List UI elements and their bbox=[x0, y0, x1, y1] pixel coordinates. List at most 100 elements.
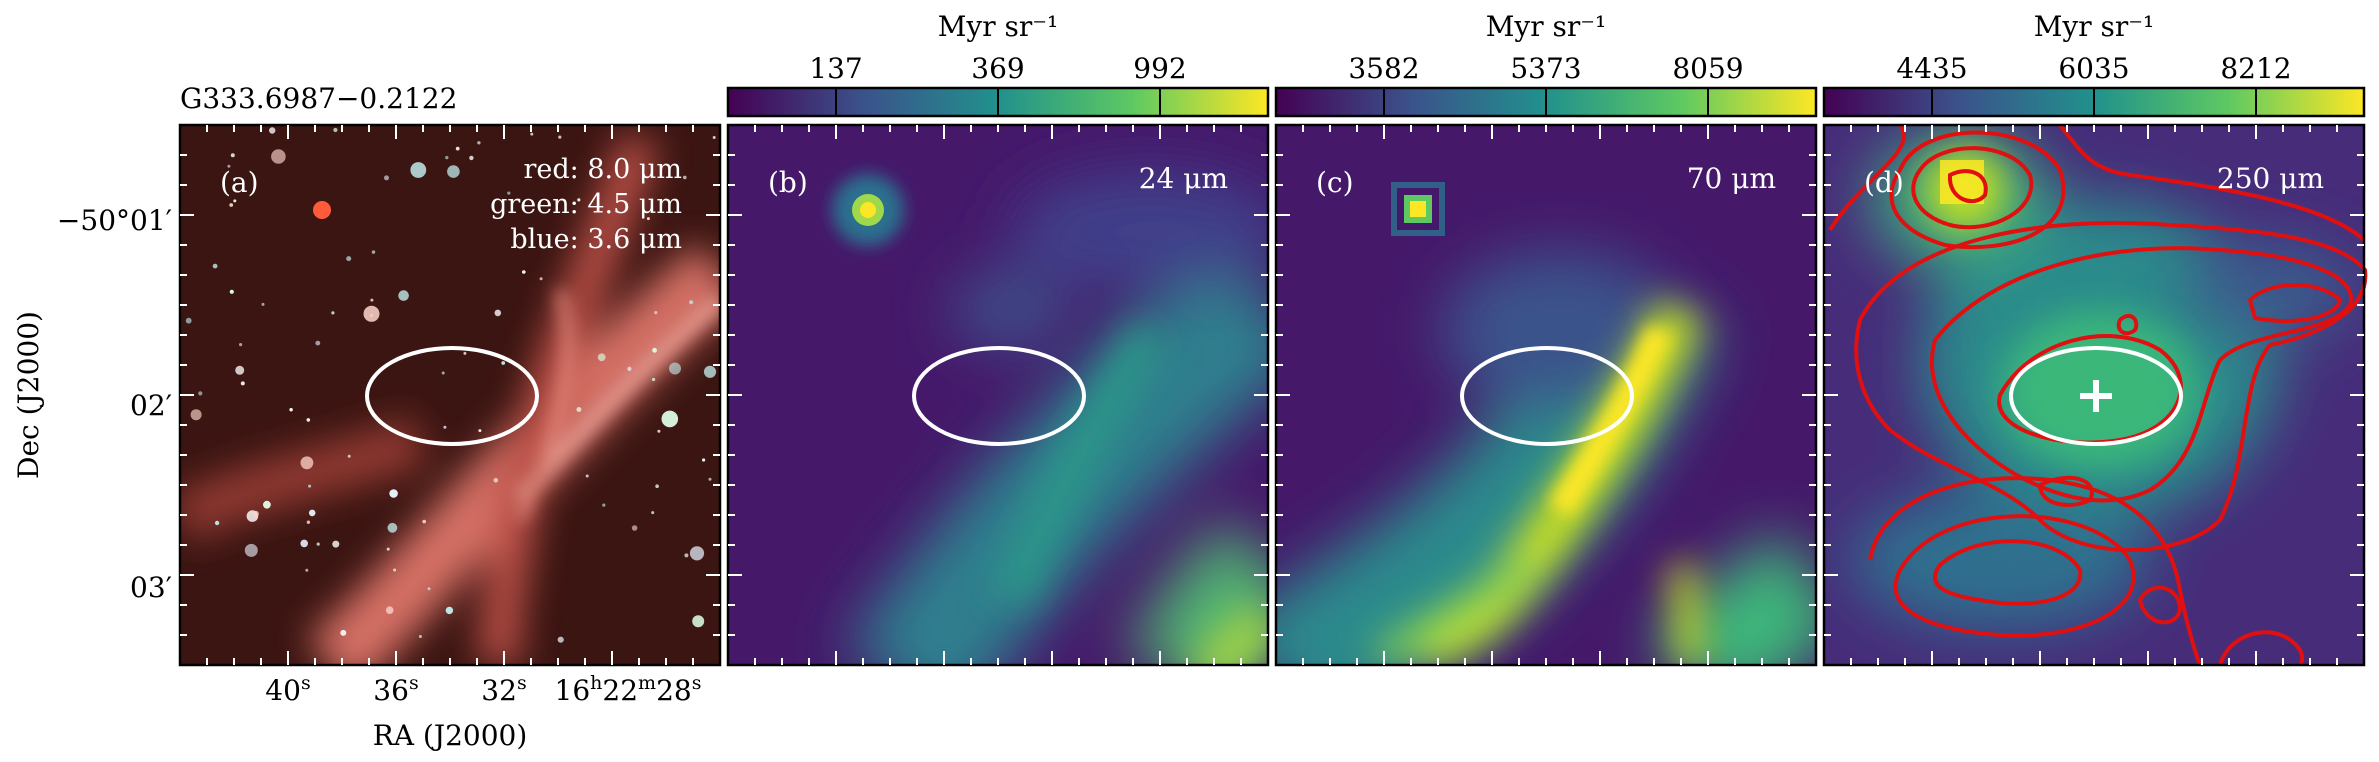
colorbar-d-unit: Myr sr⁻¹ bbox=[2034, 10, 2155, 43]
star bbox=[463, 351, 467, 355]
star bbox=[631, 525, 638, 531]
colorbar-c: 3582 5373 8059 Myr sr⁻¹ bbox=[1274, 10, 1818, 118]
star bbox=[214, 520, 220, 526]
star bbox=[669, 362, 681, 375]
star bbox=[445, 155, 449, 160]
colorbar-d-tick: 6035 bbox=[2058, 52, 2129, 85]
x-tick-label: 16h22m28s bbox=[555, 672, 702, 707]
star bbox=[654, 311, 658, 315]
star bbox=[261, 302, 265, 306]
panel-a-tag: (a) bbox=[220, 166, 259, 199]
star bbox=[447, 165, 460, 178]
beam-ellipse bbox=[1460, 346, 1634, 446]
star bbox=[233, 199, 237, 203]
y-tick-label: −50°01′ bbox=[57, 204, 172, 237]
star bbox=[331, 311, 335, 315]
x-tick-label: 32s bbox=[481, 672, 526, 707]
star bbox=[441, 371, 445, 375]
star bbox=[347, 454, 351, 458]
star bbox=[522, 270, 526, 274]
star bbox=[387, 522, 398, 533]
star bbox=[655, 484, 659, 489]
star bbox=[300, 539, 309, 548]
y-axis-label: Dec (J2000) bbox=[12, 311, 45, 479]
panel-d-tag: (d) bbox=[1864, 166, 1904, 199]
star bbox=[306, 520, 311, 524]
star bbox=[478, 429, 482, 433]
star bbox=[494, 309, 502, 317]
star bbox=[305, 568, 309, 572]
star bbox=[657, 429, 661, 433]
colorbar-b-tick: 137 bbox=[809, 52, 862, 85]
star bbox=[271, 149, 286, 164]
star bbox=[253, 510, 259, 517]
star bbox=[576, 407, 582, 412]
star bbox=[477, 141, 481, 145]
star bbox=[385, 606, 394, 614]
star bbox=[585, 474, 589, 478]
star bbox=[501, 361, 506, 365]
star bbox=[308, 509, 316, 517]
colorbar-b-tick: 369 bbox=[971, 52, 1024, 85]
star bbox=[689, 300, 694, 305]
star bbox=[227, 164, 231, 168]
star bbox=[333, 127, 338, 133]
star bbox=[469, 155, 474, 161]
star bbox=[602, 503, 606, 507]
star-field bbox=[185, 127, 717, 643]
panel-c-wavelength: 70 μm bbox=[1687, 162, 1776, 195]
star bbox=[398, 290, 409, 301]
panel-b-tag: (b) bbox=[768, 166, 808, 199]
star bbox=[269, 127, 276, 134]
star bbox=[493, 478, 499, 483]
star bbox=[445, 606, 454, 615]
star bbox=[708, 477, 712, 481]
star bbox=[684, 553, 689, 558]
star bbox=[427, 587, 431, 591]
star bbox=[229, 203, 234, 207]
star bbox=[410, 162, 427, 178]
star bbox=[661, 410, 679, 428]
panel-c-tag: (c) bbox=[1316, 166, 1354, 199]
star bbox=[702, 458, 706, 462]
colorbar-c-unit: Myr sr⁻¹ bbox=[1486, 10, 1607, 43]
x-tick-label: 40s bbox=[265, 672, 310, 707]
star bbox=[703, 365, 717, 378]
star bbox=[240, 381, 245, 386]
star bbox=[370, 298, 374, 302]
beam-ellipse bbox=[365, 346, 539, 446]
star bbox=[315, 340, 321, 346]
star bbox=[652, 377, 656, 382]
star bbox=[455, 146, 460, 151]
panel-a: (a) red: 8.0 μm green: 4.5 μm blue: 3.6 … bbox=[178, 123, 722, 667]
panel-b-wavelength: 24 μm bbox=[1139, 162, 1228, 195]
star bbox=[577, 198, 581, 202]
colorbar-d-tick: 8212 bbox=[2220, 52, 2291, 85]
star bbox=[558, 135, 562, 139]
colorbar-d: 4435 6035 8212 Myr sr⁻¹ bbox=[1822, 10, 2366, 118]
star bbox=[651, 511, 655, 515]
star bbox=[306, 418, 311, 422]
star bbox=[263, 500, 271, 509]
star bbox=[393, 568, 397, 572]
star bbox=[308, 484, 312, 488]
star bbox=[185, 317, 192, 324]
x-tick-label: 36s bbox=[373, 672, 418, 707]
star bbox=[300, 456, 314, 470]
star bbox=[229, 289, 234, 294]
star bbox=[597, 353, 606, 362]
star bbox=[384, 175, 389, 181]
panel-b: (b) 24 μm bbox=[726, 123, 1270, 667]
beam-ellipse bbox=[2009, 346, 2183, 446]
red-source bbox=[313, 201, 331, 219]
star bbox=[230, 153, 235, 158]
colorbar-c-tick: 5373 bbox=[1510, 52, 1581, 85]
colorbar-b-unit: Myr sr⁻¹ bbox=[938, 10, 1059, 43]
star bbox=[235, 365, 245, 375]
star bbox=[418, 635, 422, 638]
panel-d: (d) 250 μm bbox=[1822, 123, 2368, 667]
star bbox=[692, 615, 705, 628]
star bbox=[316, 542, 320, 546]
source-name: G333.6987−0.2122 bbox=[180, 82, 457, 115]
